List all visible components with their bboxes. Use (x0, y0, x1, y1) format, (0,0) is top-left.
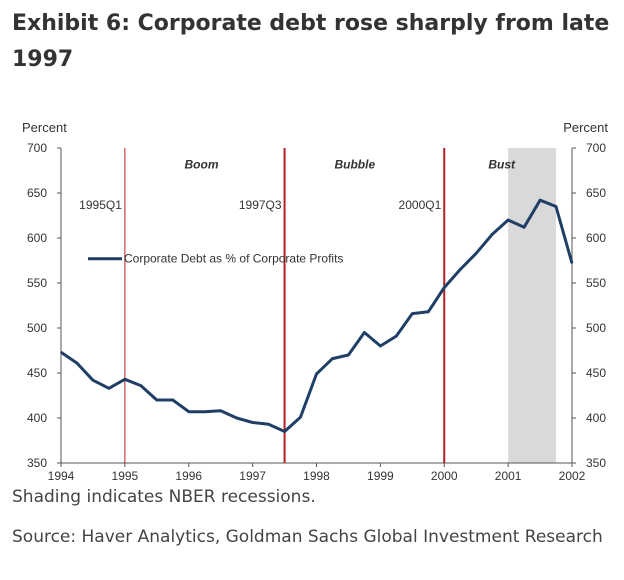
y-tick-label-left: 350 (27, 456, 47, 470)
y-tick-label-right: 450 (586, 366, 606, 380)
data-point (235, 417, 238, 419)
legend-label: Corporate Debt as % of Corporate Profits (124, 252, 343, 266)
x-tick-label: 2000 (431, 469, 458, 483)
data-point (539, 199, 541, 201)
data-point (379, 345, 382, 347)
phase-label: Boom (185, 158, 219, 172)
x-tick-label: 1999 (367, 469, 394, 483)
x-tick-label: 1996 (175, 469, 202, 483)
y-tick-label-right: 500 (586, 321, 606, 335)
data-point (347, 354, 350, 356)
y-axis-label-left: Percent (22, 120, 67, 135)
y-tick-label-right: 600 (586, 231, 606, 245)
series-line (60, 198, 574, 433)
data-point (251, 421, 254, 424)
y-tick-label-left: 700 (27, 141, 47, 155)
data-point (219, 410, 222, 412)
phase-marker-label: 2000Q1 (399, 198, 442, 212)
y-tick-label-right: 700 (586, 141, 606, 155)
data-point (571, 262, 573, 264)
x-tick-label: 1994 (48, 469, 75, 483)
data-point (395, 335, 398, 337)
data-point (555, 205, 557, 208)
x-tick-label: 1995 (112, 469, 139, 483)
phase-marker-label: 1997Q3 (239, 198, 282, 212)
data-point (283, 430, 286, 433)
y-tick-label-left: 600 (27, 231, 47, 245)
y-tick-label-right: 650 (586, 186, 606, 200)
data-point (427, 311, 430, 313)
x-tick-label: 2002 (559, 469, 586, 483)
data-point (523, 226, 525, 228)
x-tick-label: 1997 (239, 469, 266, 483)
y-tick-label-right: 550 (586, 276, 606, 290)
recession-shading (508, 148, 557, 463)
x-tick-label: 2001 (495, 469, 522, 483)
data-point (475, 252, 477, 255)
y-tick-label-left: 550 (27, 276, 47, 290)
plot-area: 350 350 400 400 450 450 500 500 550 550 600 600 650 6… (27, 141, 606, 483)
phase-marker-label: 1995Q1 (79, 198, 122, 212)
shading-note: Shading indicates NBER recessions. (12, 487, 316, 507)
data-point (507, 219, 509, 221)
data-point (267, 423, 270, 426)
data-point (411, 312, 414, 315)
data-point (363, 331, 366, 334)
chart-title: Exhibit 6: Corporate debt rose sharply f… (12, 11, 610, 72)
data-point (459, 268, 462, 271)
y-tick-label-right: 400 (586, 411, 606, 425)
phase-label: Bust (488, 158, 516, 172)
data-point (140, 384, 142, 387)
y-tick-label-left: 500 (27, 321, 47, 335)
data-point (299, 416, 302, 418)
source-note: Source: Haver Analytics, Goldman Sachs G… (12, 527, 603, 547)
data-point (443, 286, 446, 289)
data-point (156, 399, 158, 401)
y-tick-label-right: 350 (586, 456, 606, 470)
data-point (92, 379, 94, 382)
data-point (124, 378, 126, 381)
data-point (187, 410, 190, 413)
data-point (171, 399, 174, 401)
data-point (331, 357, 334, 360)
line-chart: Percent Percent 350 350 400 400 450 450 500 500… (22, 120, 608, 483)
data-point (203, 410, 206, 413)
data-point (76, 362, 78, 364)
data-point (315, 373, 318, 375)
y-axis-label-right: Percent (563, 120, 608, 135)
phase-label: Bubble (334, 158, 375, 172)
x-tick-label: 1998 (303, 469, 330, 483)
data-point (108, 387, 110, 390)
data-point (491, 233, 493, 236)
y-tick-label-left: 650 (27, 186, 47, 200)
y-tick-label-left: 450 (27, 366, 47, 380)
y-tick-label-left: 400 (27, 411, 47, 425)
data-point (60, 351, 62, 354)
